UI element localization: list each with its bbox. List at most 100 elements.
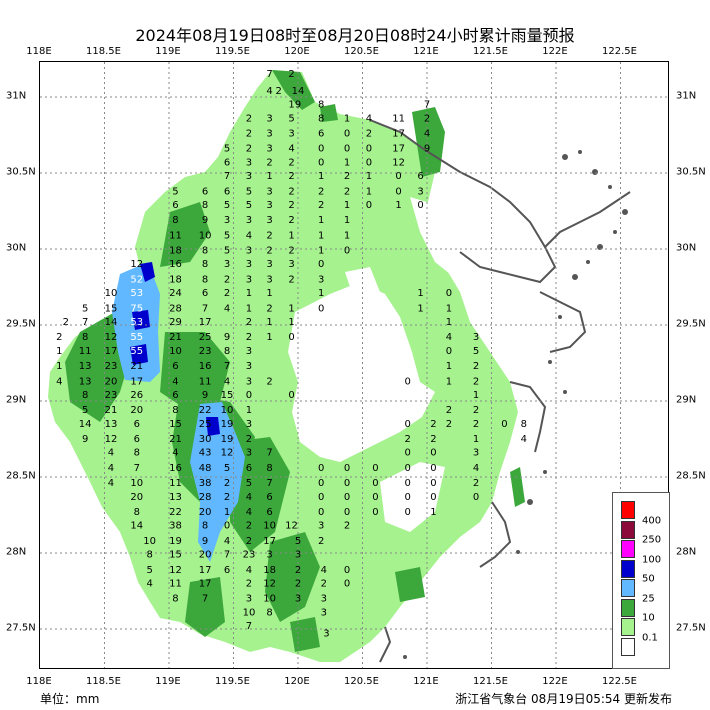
map-frame: 7 2 4 2 14 1 9 8 7 2 3 5 8 1 4 11 2 2 3 3 6 0 2 17 4 5 2 3 4 0 0 0 17 9 6 3… [39,61,669,669]
rainfall-value: 19 [221,419,234,430]
rainfall-value: 16 [169,259,182,270]
rainfall-value: 1 [318,288,324,299]
rainfall-value: 0 [318,507,324,518]
rainfall-value: 2 [430,419,436,430]
rainfall-value: 2 [246,129,252,140]
rainfall-value: 3 [323,629,329,640]
rainfall-value: 2 [224,492,230,503]
rainfall-value: 6 [172,200,178,211]
latitude-label: 28.5N [6,470,36,482]
rainfall-value: 48 [199,463,212,474]
issuer-label: 浙江省气象台 08月19日05:54 更新发布 [455,692,672,706]
rainfall-value: 8 [134,507,140,518]
rainfall-value: 21 [169,332,182,343]
rainfall-value: 7 [266,448,272,459]
rainfall-value: 3 [246,246,252,257]
rainfall-value: 3 [266,274,272,285]
rainfall-value: 2 [288,186,294,197]
rainfall-value: 4 [246,492,252,503]
longitude-label: 122.5E [602,46,637,57]
rainfall-value: 20 [105,376,118,387]
rainfall-value: 2 [224,478,230,489]
rainfall-value: 5 [224,463,230,474]
rainfall-value: 1 [224,507,230,518]
rainfall-value: 1 [288,230,294,241]
rainfall-value: 11 [169,478,182,489]
legend-swatch [621,540,635,558]
legend-label: 400 [642,515,662,526]
rainfall-value: 4 [521,434,527,445]
latitude-label: 29.5N [6,318,36,330]
lat-lon-grid [40,62,668,668]
rainfall-value: 3 [266,144,272,155]
rainfall-value: 18 [169,246,182,257]
rainfall-value: 11 [169,578,182,589]
rainfall-value: 7 [224,550,230,561]
rainfall-value: 12 [285,521,298,532]
rainfall-value: 0 [318,303,324,314]
rainfall-value: 3 [224,259,230,270]
rainfall-value: 3 [266,113,272,124]
rainfall-value: 4 [266,86,272,97]
rainfall-value: 7 [266,478,272,489]
legend-swatch [621,598,635,617]
legend-swatch [621,579,635,597]
rainfall-value: 0 [318,259,324,270]
rainfall-value: 3 [246,594,252,605]
rainfall-value: 1 [430,507,436,518]
rainfall-value: 0 [404,448,410,459]
rainfall-value: 4 [224,536,230,547]
rainfall-value: 6 [224,157,230,168]
rainfall-value: 2 [63,317,69,328]
rainfall-value: 1 [366,186,372,197]
rainfall-value: 0 [372,463,378,474]
rainfall-value: 19 [221,434,234,445]
rainfall-value: 14 [292,86,305,97]
rainfall-value: 2 [473,405,479,416]
rainfall-value: 18 [263,565,276,576]
rainfall-value: 4 [246,565,252,576]
rainfall-value: 0 [430,448,436,459]
rainfall-value: 23 [243,550,256,561]
rainfall-value: 23 [105,361,118,372]
rainfall-value: 2 [344,171,350,182]
rainfall-value: 8 [202,259,208,270]
rainfall-value: 8 [202,200,208,211]
rainfall-value: 11 [199,376,212,387]
rainfall-value: 3 [266,550,272,561]
map-title: 2024年08月19日08时至08月20日08时24小时累计雨量预报 [135,26,575,45]
rainfall-value: 2 [473,478,479,489]
rainfall-value: 5 [246,200,252,211]
rainfall-value: 13 [79,376,92,387]
rainfall-value: 2 [246,536,252,547]
rainfall-value: 3 [266,200,272,211]
rainfall-value: 0 [344,578,350,589]
latitude-label: 28N [6,546,27,558]
rainfall-value: 0 [366,157,372,168]
rainfall-value: 0 [446,288,452,299]
rainfall-value: 3 [295,594,301,605]
latitude-label: 28N [676,546,697,558]
rainfall-value: 55 [130,346,143,357]
rainfall-value: 17 [199,317,212,328]
rainfall-value: 1 [446,317,452,328]
rainfall-value: 19 [169,536,182,547]
latitude-label: 30.5N [676,166,706,178]
latitude-label: 31N [6,90,27,102]
unit-label: 单位：mm [40,692,100,706]
rainfall-value: 52 [130,274,143,285]
longitude-label: 121E [413,676,439,687]
rainfall-value: 0 [344,478,350,489]
rainfall-value: 3 [295,550,301,561]
rainfall-value: 5 [172,186,178,197]
rainfall-value: 21 [105,405,118,416]
rainfall-value: 1 [446,361,452,372]
rainfall-value: 38 [199,478,212,489]
rainfall-value: 2 [246,317,252,328]
longitude-label: 118E [26,46,52,57]
rainfall-value: 12 [221,448,234,459]
rainfall-value: 20 [199,550,212,561]
rainfall-value: 1 [288,317,294,328]
rainfall-value: 15 [169,419,182,430]
rainfall-value: 2 [246,332,252,343]
